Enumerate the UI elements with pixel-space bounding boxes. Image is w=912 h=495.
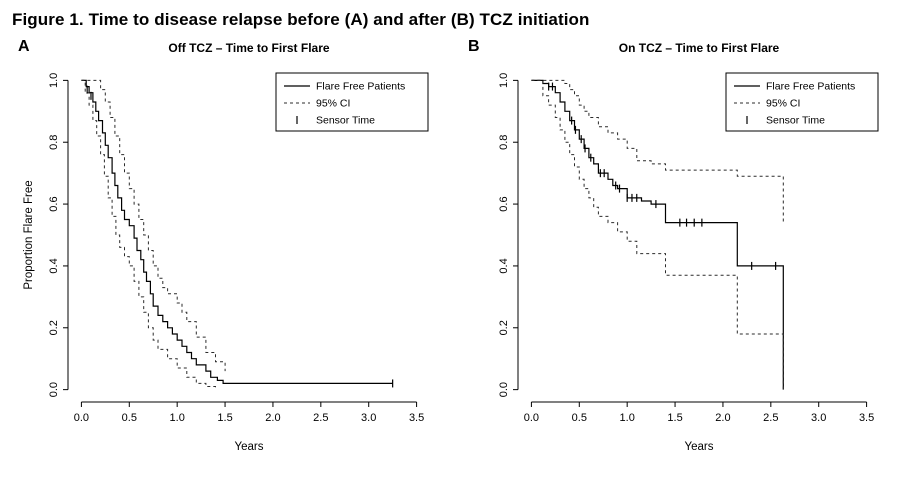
y-tick-label: 0.6 bbox=[498, 196, 510, 211]
chart-title: On TCZ – Time to First Flare bbox=[619, 41, 780, 55]
legend-label: 95% CI bbox=[316, 98, 350, 110]
y-tick-label: 0.0 bbox=[48, 382, 60, 397]
series-dashed bbox=[81, 79, 226, 372]
x-tick-label: 1.5 bbox=[217, 412, 232, 424]
x-tick-label: 3.5 bbox=[409, 412, 424, 424]
y-tick-label: 0.8 bbox=[498, 135, 510, 150]
x-tick-label: 3.0 bbox=[361, 412, 376, 424]
y-tick-label: 0.2 bbox=[498, 320, 510, 335]
x-tick-label: 3.5 bbox=[859, 412, 874, 424]
panel-a-label: A bbox=[18, 38, 30, 55]
x-tick-label: 1.5 bbox=[667, 412, 682, 424]
y-tick-label: 1.0 bbox=[498, 73, 510, 88]
x-axis-label: Years bbox=[685, 441, 714, 453]
x-tick-label: 1.0 bbox=[170, 412, 185, 424]
series-dashed bbox=[81, 79, 216, 390]
legend-box bbox=[725, 72, 879, 132]
series-dashed bbox=[531, 79, 784, 390]
y-tick-label: 1.0 bbox=[48, 73, 60, 88]
legend-label: Flare Free Patients bbox=[316, 81, 405, 93]
x-tick-label: 1.0 bbox=[620, 412, 635, 424]
y-tick-label: 0.4 bbox=[498, 258, 510, 273]
chart-title: Off TCZ – Time to First Flare bbox=[168, 41, 329, 55]
x-tick-label: 2.0 bbox=[715, 412, 730, 424]
legend-label: Sensor Time bbox=[766, 115, 825, 127]
series-solid bbox=[531, 79, 784, 390]
panel-a: A Off TCZ – Time to First Flare 0.0 0.5 1.0… bbox=[0, 36, 450, 464]
y-tick-label: 0.0 bbox=[498, 382, 510, 397]
y-axis-label: Proportion Flare Free bbox=[23, 180, 35, 289]
x-tick-label: 3.0 bbox=[811, 412, 826, 424]
series-solid bbox=[81, 79, 393, 384]
series-dashed bbox=[531, 79, 784, 223]
legend-label: Flare Free Patients bbox=[766, 81, 855, 93]
y-tick-label: 0.4 bbox=[48, 258, 60, 273]
panel-b: B On TCZ – Time to First Flare 0.0 0.5 1.0 1… bbox=[450, 36, 900, 464]
legend-box bbox=[275, 72, 429, 132]
panel-b-label: B bbox=[468, 38, 480, 55]
x-tick-label: 2.5 bbox=[313, 412, 328, 424]
km-chart-on-tcz: On TCZ – Time to First Flare 0.0 0.5 1.0 1.5… bbox=[498, 41, 879, 453]
x-tick-label: 0.5 bbox=[572, 412, 587, 424]
x-tick-label: 0.0 bbox=[74, 412, 89, 424]
legend-label: Sensor Time bbox=[316, 115, 375, 127]
figure-caption: Figure 1. Time to disease relapse before… bbox=[12, 10, 590, 29]
y-tick-label: 0.6 bbox=[48, 196, 60, 211]
x-tick-label: 2.5 bbox=[763, 412, 778, 424]
figure-1: Figure 1. Time to disease relapse before… bbox=[0, 10, 912, 464]
x-tick-label: 0.0 bbox=[524, 412, 539, 424]
y-tick-label: 0.2 bbox=[48, 320, 60, 335]
x-tick-label: 2.0 bbox=[265, 412, 280, 424]
legend-label: 95% CI bbox=[766, 98, 800, 110]
x-tick-label: 0.5 bbox=[122, 412, 137, 424]
panels-row: A Off TCZ – Time to First Flare 0.0 0.5 1.0… bbox=[0, 36, 912, 464]
y-tick-label: 0.8 bbox=[48, 135, 60, 150]
x-axis-label: Years bbox=[235, 441, 264, 453]
km-chart-off-tcz: Off TCZ – Time to First Flare 0.0 0.5 1.0 1.… bbox=[23, 41, 429, 453]
